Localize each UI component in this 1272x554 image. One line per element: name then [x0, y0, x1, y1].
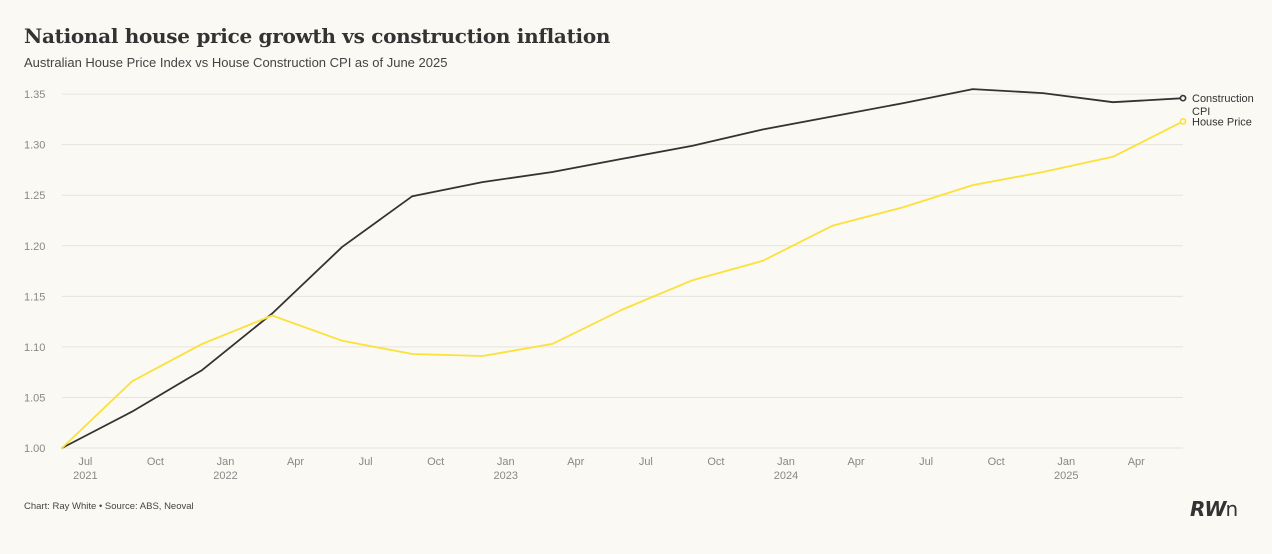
x-tick-month-label: Oct: [147, 456, 164, 468]
logo-rw: RW: [1190, 497, 1226, 521]
chart-subtitle: Australian House Price Index vs House Co…: [24, 55, 448, 70]
y-tick-label: 1.10: [24, 342, 45, 354]
x-tick-month-label: Jan: [217, 456, 235, 468]
y-tick-label: 1.25: [24, 190, 45, 202]
ray-white-logo: RWn: [1190, 497, 1238, 521]
x-tick-month-label: Apr: [567, 456, 584, 468]
x-tick-month-label: Jan: [497, 456, 515, 468]
x-tick-year-label: 2025: [1054, 470, 1078, 482]
x-tick-month-label: Oct: [707, 456, 724, 468]
x-tick-year-label: 2022: [213, 470, 237, 482]
x-tick-month-label: Jan: [777, 456, 795, 468]
x-tick-month-label: Jul: [78, 456, 92, 468]
series-line-0: [61, 88, 1184, 449]
series-label-0: Construction: [1192, 93, 1254, 105]
x-tick-month-label: Apr: [847, 456, 864, 468]
x-tick-year-label: 2021: [73, 470, 97, 482]
series-label-1: House Price: [1192, 116, 1252, 128]
source-note: Chart: Ray White • Source: ABS, Neoval: [24, 501, 194, 512]
series-label-0: CPI: [1192, 106, 1210, 118]
y-tick-label: 1.20: [24, 241, 45, 253]
x-tick-month-label: Jul: [919, 456, 933, 468]
y-tick-label: 1.05: [24, 392, 45, 404]
y-tick-label: 1.30: [24, 140, 45, 152]
logo-n: n: [1225, 497, 1238, 521]
series-endpoint-0: [1179, 94, 1187, 102]
grid: [62, 93, 1183, 449]
series-endpoint-1: [1179, 118, 1187, 125]
y-tick-label: 1.00: [24, 443, 45, 455]
x-tick-month-label: Jul: [639, 456, 653, 468]
x-tick-month-label: Apr: [287, 456, 304, 468]
axes: 1.00 1.05 1.10 1.15 1.20 1.25 1.30 1.35 Jul 2021 O…: [24, 89, 1145, 482]
series-line-1: [61, 120, 1184, 449]
x-tick-month-label: Jan: [1057, 456, 1075, 468]
series: [61, 88, 1187, 449]
x-tick-year-label: 2024: [774, 470, 798, 482]
chart-title: National house price growth vs construct…: [24, 24, 611, 48]
y-tick-label: 1.35: [24, 89, 45, 101]
y-tick-label: 1.15: [24, 291, 45, 303]
x-tick-month-label: Oct: [427, 456, 444, 468]
x-tick-month-label: Apr: [1128, 456, 1145, 468]
x-tick-month-label: Oct: [988, 456, 1005, 468]
x-tick-month-label: Jul: [359, 456, 373, 468]
x-tick-year-label: 2023: [493, 470, 517, 482]
